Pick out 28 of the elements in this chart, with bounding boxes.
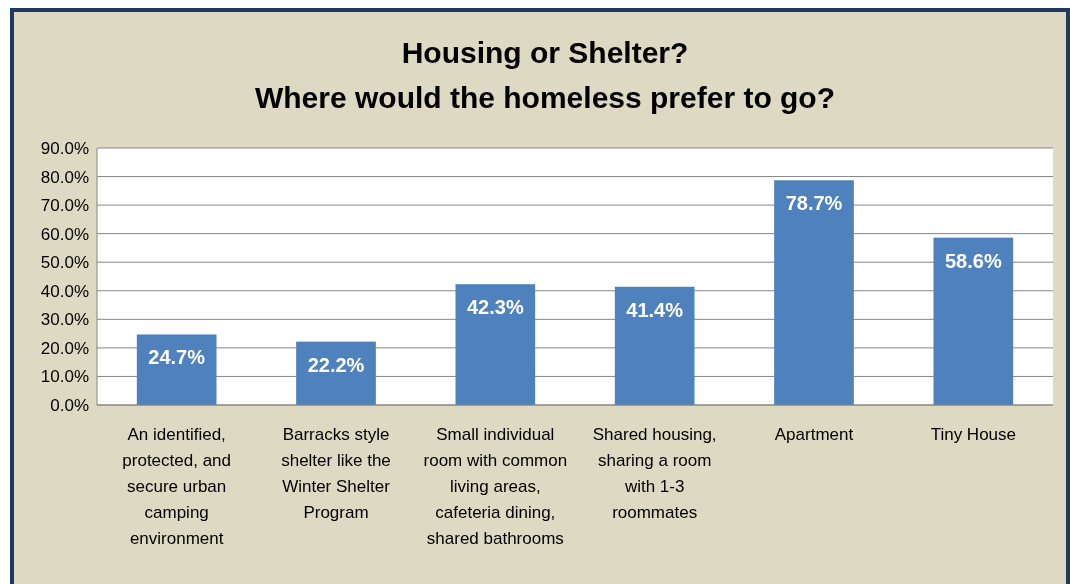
bar xyxy=(136,334,217,405)
data-label: 58.6% xyxy=(944,249,1002,272)
y-tick-label: 10.0% xyxy=(40,367,89,387)
y-tick-label: 50.0% xyxy=(40,253,89,273)
y-tick-label: 0.0% xyxy=(50,396,89,415)
x-tick-label: Apartment xyxy=(774,425,854,444)
y-tick-label: 30.0% xyxy=(40,310,89,330)
bar xyxy=(933,237,1014,405)
y-tick-label: 90.0% xyxy=(40,139,89,158)
y-tick-label: 70.0% xyxy=(40,196,89,216)
x-tick-label: Tiny House xyxy=(930,425,1017,444)
data-label: 78.7% xyxy=(785,192,843,215)
x-tick-label: Barracks style shelter like the Winter Shelter Program xyxy=(281,425,391,522)
x-tick-label: Shared housing, sharing a room with 1-3 roommates xyxy=(592,425,717,522)
bar xyxy=(614,286,695,405)
bar xyxy=(774,180,854,405)
y-tick-label: 20.0% xyxy=(40,338,89,358)
y-tick-label: 80.0% xyxy=(40,167,89,187)
data-label: 41.4% xyxy=(626,298,684,321)
chart-title: Housing or Shelter? Where would the homeless prefer to go? xyxy=(254,36,836,114)
data-label: 42.3% xyxy=(466,296,524,319)
data-label: 22.2% xyxy=(307,353,365,376)
x-tick-label: An identified, protected, and secure urban camping environment xyxy=(122,425,232,548)
data-label: 24.7% xyxy=(148,346,206,369)
y-tick-label: 60.0% xyxy=(40,224,89,244)
x-tick-label: Small individual room with common living areas, cafeteria dining, shared bathrooms xyxy=(423,425,568,548)
bar xyxy=(455,284,536,405)
y-tick-label: 40.0% xyxy=(40,281,89,301)
